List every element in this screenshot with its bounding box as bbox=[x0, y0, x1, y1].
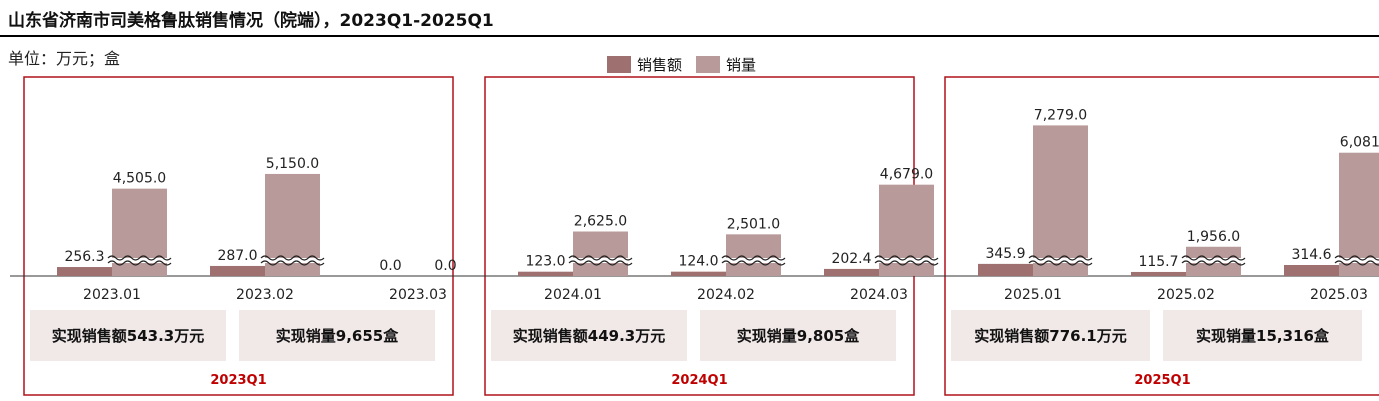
break-mark-2024.01-gap bbox=[569, 258, 632, 263]
break-mark-2024.02-line-bottom bbox=[721, 260, 786, 266]
label-sales-volume-2024.03: 4,679.0 bbox=[880, 167, 933, 183]
summary-box-2024Q1-1 bbox=[491, 310, 687, 361]
label-sales-amount-2024.03: 202.4 bbox=[831, 251, 871, 267]
break-mark-2023.01-line-top bbox=[107, 255, 172, 261]
summary-box-2023Q1-1 bbox=[30, 310, 226, 361]
legend-item-sales-amount: 销售额 bbox=[607, 54, 682, 75]
label-sales-amount-2024.01: 123.0 bbox=[525, 254, 565, 270]
break-mark-2025.01-line-top bbox=[1028, 255, 1093, 261]
bar-sales-amount-2024.02 bbox=[671, 271, 726, 276]
tick-label-2025.03: 2025.03 bbox=[1310, 287, 1368, 303]
legend-label-sales-volume: 销量 bbox=[726, 56, 757, 74]
break-mark-2023.01-gap bbox=[108, 258, 171, 263]
tick-label-2024.01: 2024.01 bbox=[544, 287, 602, 303]
label-sales-volume-2024.02: 2,501.0 bbox=[727, 216, 780, 232]
break-mark-2025.01-line-bottom bbox=[1028, 260, 1093, 266]
break-mark-2024.01-line-bottom bbox=[568, 260, 633, 266]
bar-sales-volume-2025.03 bbox=[1339, 152, 1379, 276]
panel-frame-1 bbox=[23, 76, 454, 396]
label-sales-volume-2023.03: 0.0 bbox=[434, 258, 456, 274]
summary-box-2023Q1-2 bbox=[239, 310, 435, 361]
bar-sales-volume-2024.02 bbox=[726, 234, 781, 276]
quarter-label-2025Q1: 2025Q1 bbox=[1134, 373, 1190, 388]
break-mark-2025.03-line-top bbox=[1334, 255, 1379, 261]
label-sales-amount-2023.03: 0.0 bbox=[379, 258, 401, 274]
summary-text-2023Q1-2: 实现销量9,655盒 bbox=[276, 327, 399, 345]
bar-sales-amount-2025.03 bbox=[1284, 264, 1339, 276]
tick-label-2024.02: 2024.02 bbox=[697, 287, 755, 303]
label-sales-amount-2025.03: 314.6 bbox=[1291, 247, 1331, 263]
label-sales-amount-2024.02: 124.0 bbox=[678, 254, 718, 270]
break-mark-2023.02-line-bottom bbox=[260, 260, 325, 266]
break-mark-2023.02-gap bbox=[261, 258, 324, 263]
summary-text-2023Q1-1: 实现销售额543.3万元 bbox=[52, 327, 204, 345]
summary-box-2024Q1-2 bbox=[700, 310, 896, 361]
label-sales-volume-2023.01: 4,505.0 bbox=[113, 171, 166, 187]
tick-label-2023.01: 2023.01 bbox=[83, 287, 141, 303]
summary-text-2024Q1-2: 实现销量9,805盒 bbox=[737, 327, 860, 345]
bar-sales-amount-2025.01 bbox=[978, 263, 1033, 276]
bar-sales-volume-2024.01 bbox=[573, 231, 628, 276]
summary-box-2025Q1-2 bbox=[1163, 310, 1362, 361]
break-mark-2025.03-line-bottom bbox=[1334, 260, 1379, 266]
label-sales-volume-2025.02: 1,956.0 bbox=[1187, 229, 1240, 245]
break-mark-2025.02-line-bottom bbox=[1181, 260, 1246, 266]
tick-label-2024.03: 2024.03 bbox=[850, 287, 908, 303]
break-mark-2025.02-gap bbox=[1182, 258, 1245, 263]
quarter-label-2023Q1: 2023Q1 bbox=[210, 373, 266, 388]
tick-label-2025.02: 2025.02 bbox=[1157, 287, 1215, 303]
chart-title: 山东省济南市司美格鲁肽销售情况（院端），2023Q1-2025Q1 bbox=[8, 11, 494, 31]
break-mark-2024.01-line-top bbox=[568, 255, 633, 261]
break-mark-2024.03-gap bbox=[875, 258, 938, 263]
label-sales-volume-2023.02: 5,150.0 bbox=[266, 156, 319, 172]
break-mark-2025.02-line-top bbox=[1181, 255, 1246, 261]
legend-swatch-sales-volume bbox=[696, 56, 721, 73]
legend-swatch-sales-amount bbox=[607, 56, 631, 73]
bar-sales-amount-2024.03 bbox=[824, 268, 879, 276]
label-sales-amount-2025.02: 115.7 bbox=[1138, 254, 1178, 270]
label-sales-volume-2025.01: 7,279.0 bbox=[1034, 107, 1087, 123]
unit-label: 单位：万元；盒 bbox=[8, 49, 121, 68]
panel-frame-3 bbox=[944, 76, 1379, 396]
summary-text-2025Q1-1: 实现销售额776.1万元 bbox=[974, 327, 1126, 345]
title-rule bbox=[0, 35, 1379, 37]
label-sales-amount-2025.01: 345.9 bbox=[985, 246, 1025, 262]
break-mark-2024.02-line-top bbox=[721, 255, 786, 261]
bar-sales-amount-2023.01 bbox=[57, 267, 112, 276]
legend: 销售额 销量 bbox=[607, 54, 770, 75]
label-sales-amount-2023.01: 256.3 bbox=[64, 249, 104, 265]
quarter-label-2024Q1: 2024Q1 bbox=[671, 373, 727, 388]
tick-label-2023.03: 2023.03 bbox=[389, 287, 447, 303]
legend-item-sales-volume: 销量 bbox=[696, 54, 756, 75]
summary-text-2025Q1-2: 实现销量15,316盒 bbox=[1196, 327, 1330, 345]
label-sales-volume-2025.03: 6,081.0 bbox=[1340, 135, 1379, 151]
tick-label-2025.01: 2025.01 bbox=[1004, 287, 1062, 303]
tick-label-2023.02: 2023.02 bbox=[236, 287, 294, 303]
summary-text-2024Q1-1: 实现销售额449.3万元 bbox=[513, 327, 665, 345]
break-mark-2024.03-line-bottom bbox=[874, 260, 939, 266]
bar-sales-volume-2025.01 bbox=[1033, 125, 1088, 276]
bar-sales-amount-2025.02 bbox=[1131, 271, 1186, 276]
break-mark-2023.02-line-top bbox=[260, 255, 325, 261]
bar-sales-amount-2024.01 bbox=[518, 271, 573, 276]
break-mark-2025.01-gap bbox=[1029, 258, 1092, 263]
summary-box-2025Q1-1 bbox=[951, 310, 1150, 361]
label-sales-amount-2023.02: 287.0 bbox=[217, 248, 257, 264]
legend-label-sales-amount: 销售额 bbox=[637, 56, 683, 74]
label-sales-volume-2024.01: 2,625.0 bbox=[574, 214, 627, 230]
break-mark-2024.02-gap bbox=[722, 258, 785, 263]
break-mark-2023.01-line-bottom bbox=[107, 260, 172, 266]
break-mark-2024.03-line-top bbox=[874, 255, 939, 261]
bar-sales-amount-2023.02 bbox=[210, 265, 265, 276]
